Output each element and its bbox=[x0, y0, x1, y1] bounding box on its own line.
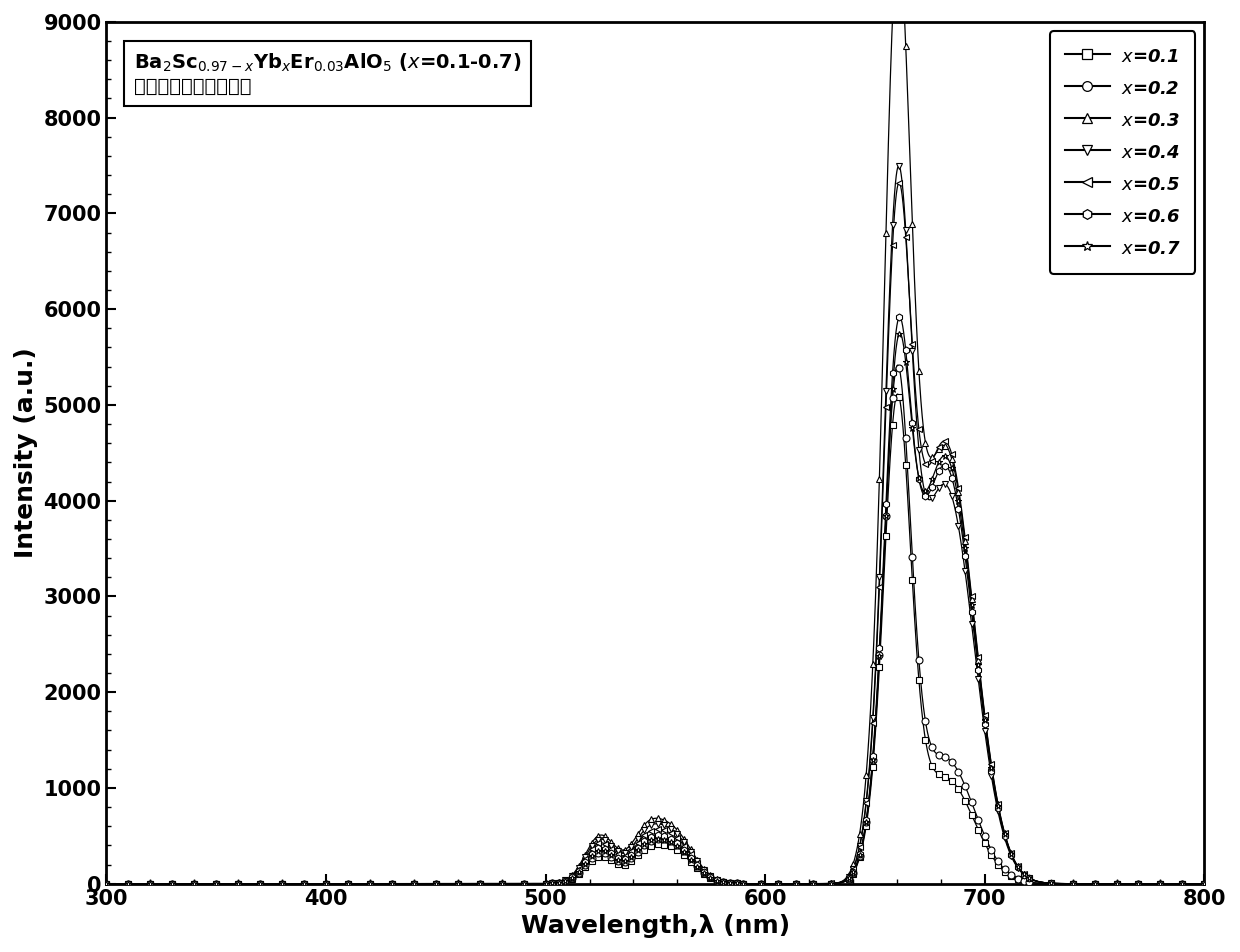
Legend: $x$=0.1, $x$=0.2, $x$=0.3, $x$=0.4, $x$=0.5, $x$=0.6, $x$=0.7: $x$=0.1, $x$=0.2, $x$=0.3, $x$=0.4, $x$=… bbox=[1050, 30, 1195, 273]
X-axis label: Wavelength,λ (nm): Wavelength,λ (nm) bbox=[521, 914, 790, 938]
Y-axis label: Intensity (a.u.): Intensity (a.u.) bbox=[14, 347, 38, 558]
Text: Ba$_2$Sc$_{0.97-x}$Yb$_x$Er$_{0.03}$AlO$_5$ ($x$=0.1-0.7)
系列的上转换发光光谱: Ba$_2$Sc$_{0.97-x}$Yb$_x$Er$_{0.03}$AlO$… bbox=[134, 52, 522, 96]
